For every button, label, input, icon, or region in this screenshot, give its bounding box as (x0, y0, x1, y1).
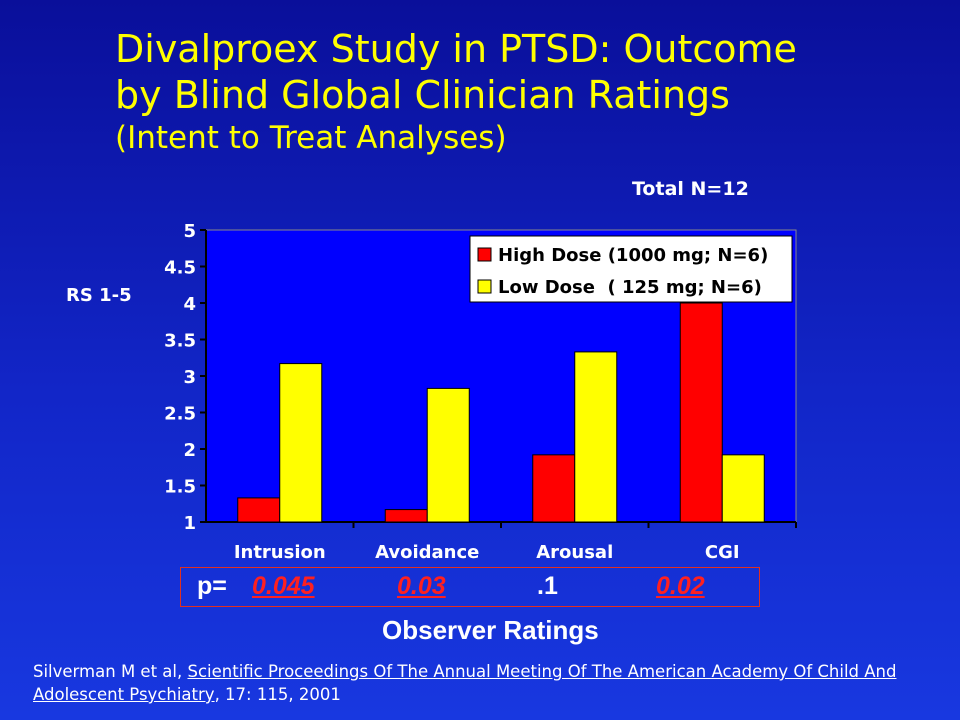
y-tick-label-8: 5 (183, 221, 196, 242)
legend-swatch-1 (477, 279, 492, 294)
bar-low-cgi (721, 454, 765, 523)
citation-authors: Silverman M et al, (33, 662, 188, 681)
bar-low-intrusion (279, 363, 323, 523)
y-tick-label-6: 4 (183, 294, 196, 315)
slide-title: Divalproex Study in PTSD: Outcome by Bli… (115, 26, 797, 158)
bar-high-cgi (679, 302, 723, 523)
y-tick-label-7: 4.5 (164, 258, 196, 279)
total-n-label: Total N=12 (632, 178, 749, 200)
title-line-3: (Intent to Treat Analyses) (115, 120, 507, 156)
y-tick-label-0: 1 (183, 513, 196, 534)
x-tick-label-arousal: Arousal (536, 542, 613, 563)
bar-high-avoidance (384, 509, 428, 523)
x-tick-label-avoidance: Avoidance (375, 542, 479, 563)
citation-details: , 17: 115, 2001 (214, 685, 341, 704)
p-value-intrusion: 0.045 (252, 572, 315, 600)
p-value-avoidance: 0.03 (397, 572, 446, 600)
p-value-arousal: .1 (537, 572, 558, 600)
p-value-prefix: p= (197, 572, 227, 600)
bar-high-intrusion (237, 497, 281, 523)
y-tick-label-3: 2.5 (164, 404, 196, 425)
y-axis-label: RS 1-5 (66, 285, 132, 306)
citation: Silverman M et al, Scientific Proceeding… (33, 660, 933, 706)
title-line-2: by Blind Global Clinician Ratings (115, 73, 730, 117)
bar-low-arousal (574, 351, 618, 523)
p-value-box (180, 567, 760, 607)
citation-source: Scientific Proceedings Of The Annual Mee… (33, 662, 897, 704)
bar-low-avoidance (426, 387, 470, 523)
title-line-1: Divalproex Study in PTSD: Outcome (115, 27, 797, 71)
p-value-cgi: 0.02 (656, 572, 705, 600)
y-tick-label-2: 2 (183, 440, 196, 461)
x-axis-title: Observer Ratings (382, 615, 599, 645)
y-tick-label-5: 3.5 (164, 331, 196, 352)
legend-label-1: Low Dose ( 125 mg; N=6) (498, 277, 762, 298)
x-tick-label-cgi: CGI (705, 542, 740, 563)
x-tick-label-intrusion: Intrusion (234, 542, 326, 563)
legend-label-0: High Dose (1000 mg; N=6) (498, 245, 768, 266)
y-tick-label-1: 1.5 (164, 477, 196, 498)
bar-high-arousal (532, 454, 576, 523)
legend-swatch-0 (477, 247, 492, 262)
legend-box (469, 235, 793, 303)
y-tick-label-4: 3 (183, 367, 196, 388)
